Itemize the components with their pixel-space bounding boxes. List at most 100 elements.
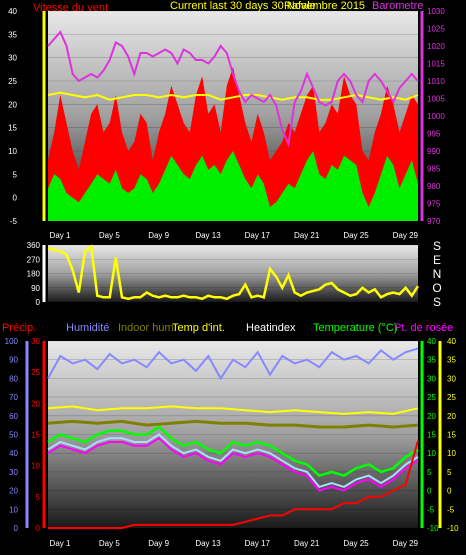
gridlines — [48, 244, 418, 303]
temp-in-tick: 10 — [447, 449, 456, 458]
right-tick: 985 — [427, 165, 441, 174]
temperature-line — [47, 425, 419, 477]
legend-dewpoint: Pt. de rosée — [394, 322, 453, 334]
x-axis: Day 1 Day 5 Day 9 Day 13 Day 17 Day 21 Day 25 D… — [47, 222, 419, 240]
temp-in-line — [47, 405, 419, 415]
temp-tick: 35 — [427, 356, 436, 365]
humidity-tick: 0 — [14, 524, 19, 533]
left-tick: 180 — [27, 270, 41, 279]
temp-in-tick: 25 — [447, 393, 456, 402]
left-tick: 40 — [8, 7, 17, 16]
legend-wind: Vitesse du vent — [33, 2, 108, 14]
temp-in-tick: 15 — [447, 431, 456, 440]
right-tick: 995 — [427, 130, 441, 139]
precip-tick: 20 — [31, 399, 40, 408]
left-tick: 15 — [8, 124, 17, 133]
humidity-tick: 20 — [9, 487, 18, 496]
wind-area — [48, 151, 418, 221]
barometer-line — [47, 30, 419, 148]
humidity-tick: 100 — [5, 337, 19, 346]
left-tick: 5 — [13, 170, 18, 179]
x-tick-label: Day 21 — [294, 539, 320, 548]
left-tick: 30 — [8, 54, 17, 63]
humidity-axis: 0 10 20 30 40 50 60 70 80 90 100 — [5, 337, 29, 533]
x-tick-label: Day 29 — [393, 231, 419, 240]
x-tick-label: Day 25 — [343, 539, 369, 548]
temp-tick: 10 — [427, 449, 436, 458]
precip-tick: 0 — [36, 524, 41, 533]
dewpoint-line — [47, 436, 419, 492]
temp-tick: -5 — [427, 505, 435, 514]
temp-in-tick: 5 — [447, 468, 452, 477]
x-tick-label: Day 9 — [148, 539, 169, 548]
x-tick-label: Day 5 — [99, 231, 120, 240]
humidity-tick: 10 — [9, 505, 18, 514]
right-tick: 980 — [427, 182, 441, 191]
plot-area — [48, 341, 418, 528]
compass-label: S — [433, 295, 441, 309]
humidity-tick: 50 — [9, 431, 18, 440]
x-tick-label: Day 13 — [195, 539, 221, 548]
x-tick-label: Day 1 — [50, 231, 71, 240]
heatindex-line — [47, 433, 419, 489]
temp-tick: 25 — [427, 393, 436, 402]
x-axis: Day 1 Day 5 Day 9 Day 13 Day 17 Day 21 Day 25 D… — [47, 530, 419, 548]
compass-label: N — [433, 267, 442, 281]
left-tick: 360 — [27, 241, 41, 250]
x-tick-label: Day 1 — [50, 539, 71, 548]
humidity-tick: 60 — [9, 412, 18, 421]
x-tick-label: Day 17 — [245, 231, 271, 240]
temperature-axis: -10 -5 0 5 10 15 20 25 30 35 40 -10 -5 0 5 10 15 20 25 30 35… — [420, 337, 459, 533]
series-group — [47, 244, 420, 301]
x-tick-label: Day 25 — [343, 231, 369, 240]
temp-tick: 15 — [427, 431, 436, 440]
precip-tick: 30 — [31, 337, 40, 346]
indoor-hum-line — [47, 419, 419, 429]
left-tick: 0 — [13, 194, 18, 203]
x-tick-label: Day 9 — [148, 231, 169, 240]
right-tick: 975 — [427, 200, 441, 209]
right-tick: 970 — [427, 217, 441, 226]
left-tick: 20 — [8, 100, 17, 109]
precip-tick: 15 — [31, 431, 40, 440]
left-tick: 35 — [8, 30, 17, 39]
temp-tick: 20 — [427, 412, 436, 421]
legend-gust: Rafale — [284, 0, 316, 12]
temp-in-tick: -5 — [447, 505, 455, 514]
right-axis: 970 975 980 985 990 995 1000 1005 1010 1015 1020 10… — [420, 7, 445, 226]
humidity-tick: 90 — [9, 356, 18, 365]
humidity-line — [47, 347, 419, 381]
temp-tick: 40 — [427, 337, 436, 346]
right-tick: 1015 — [427, 60, 445, 69]
wind-direction-line — [47, 244, 420, 301]
series-group — [47, 347, 419, 529]
precip-tick: 25 — [31, 368, 40, 377]
right-tick: 1020 — [427, 42, 445, 51]
legend-heatindex: Heatindex — [246, 322, 296, 334]
temp-in-tick: 0 — [447, 487, 452, 496]
precip-axis: 0 5 10 15 20 25 30 — [31, 337, 46, 533]
legend-humidity: Humidité — [66, 322, 109, 334]
legend-temp-in: Temp d'int. — [172, 322, 225, 334]
x-tick-label: Day 5 — [99, 539, 120, 548]
right-tick: 1005 — [427, 95, 445, 104]
temp-in-tick: 35 — [447, 356, 456, 365]
legend-precip: Précip. — [2, 322, 36, 334]
humidity-tick: 30 — [9, 468, 18, 477]
humidity-tick: 70 — [9, 393, 18, 402]
right-tick: 990 — [427, 147, 441, 156]
x-tick-label: Day 17 — [245, 539, 271, 548]
chart-title: Current last 30 days 30 Novembre 2015 — [170, 0, 365, 12]
precip-line — [48, 440, 419, 529]
humidity-tick: 80 — [9, 374, 18, 383]
series-group — [47, 30, 419, 221]
temp-tick: 5 — [427, 468, 432, 477]
legend-temperature: Temperature (°C) — [313, 322, 397, 334]
precip-tick: 10 — [31, 462, 40, 471]
left-tick: -5 — [10, 217, 18, 226]
compass-label: O — [432, 281, 441, 295]
